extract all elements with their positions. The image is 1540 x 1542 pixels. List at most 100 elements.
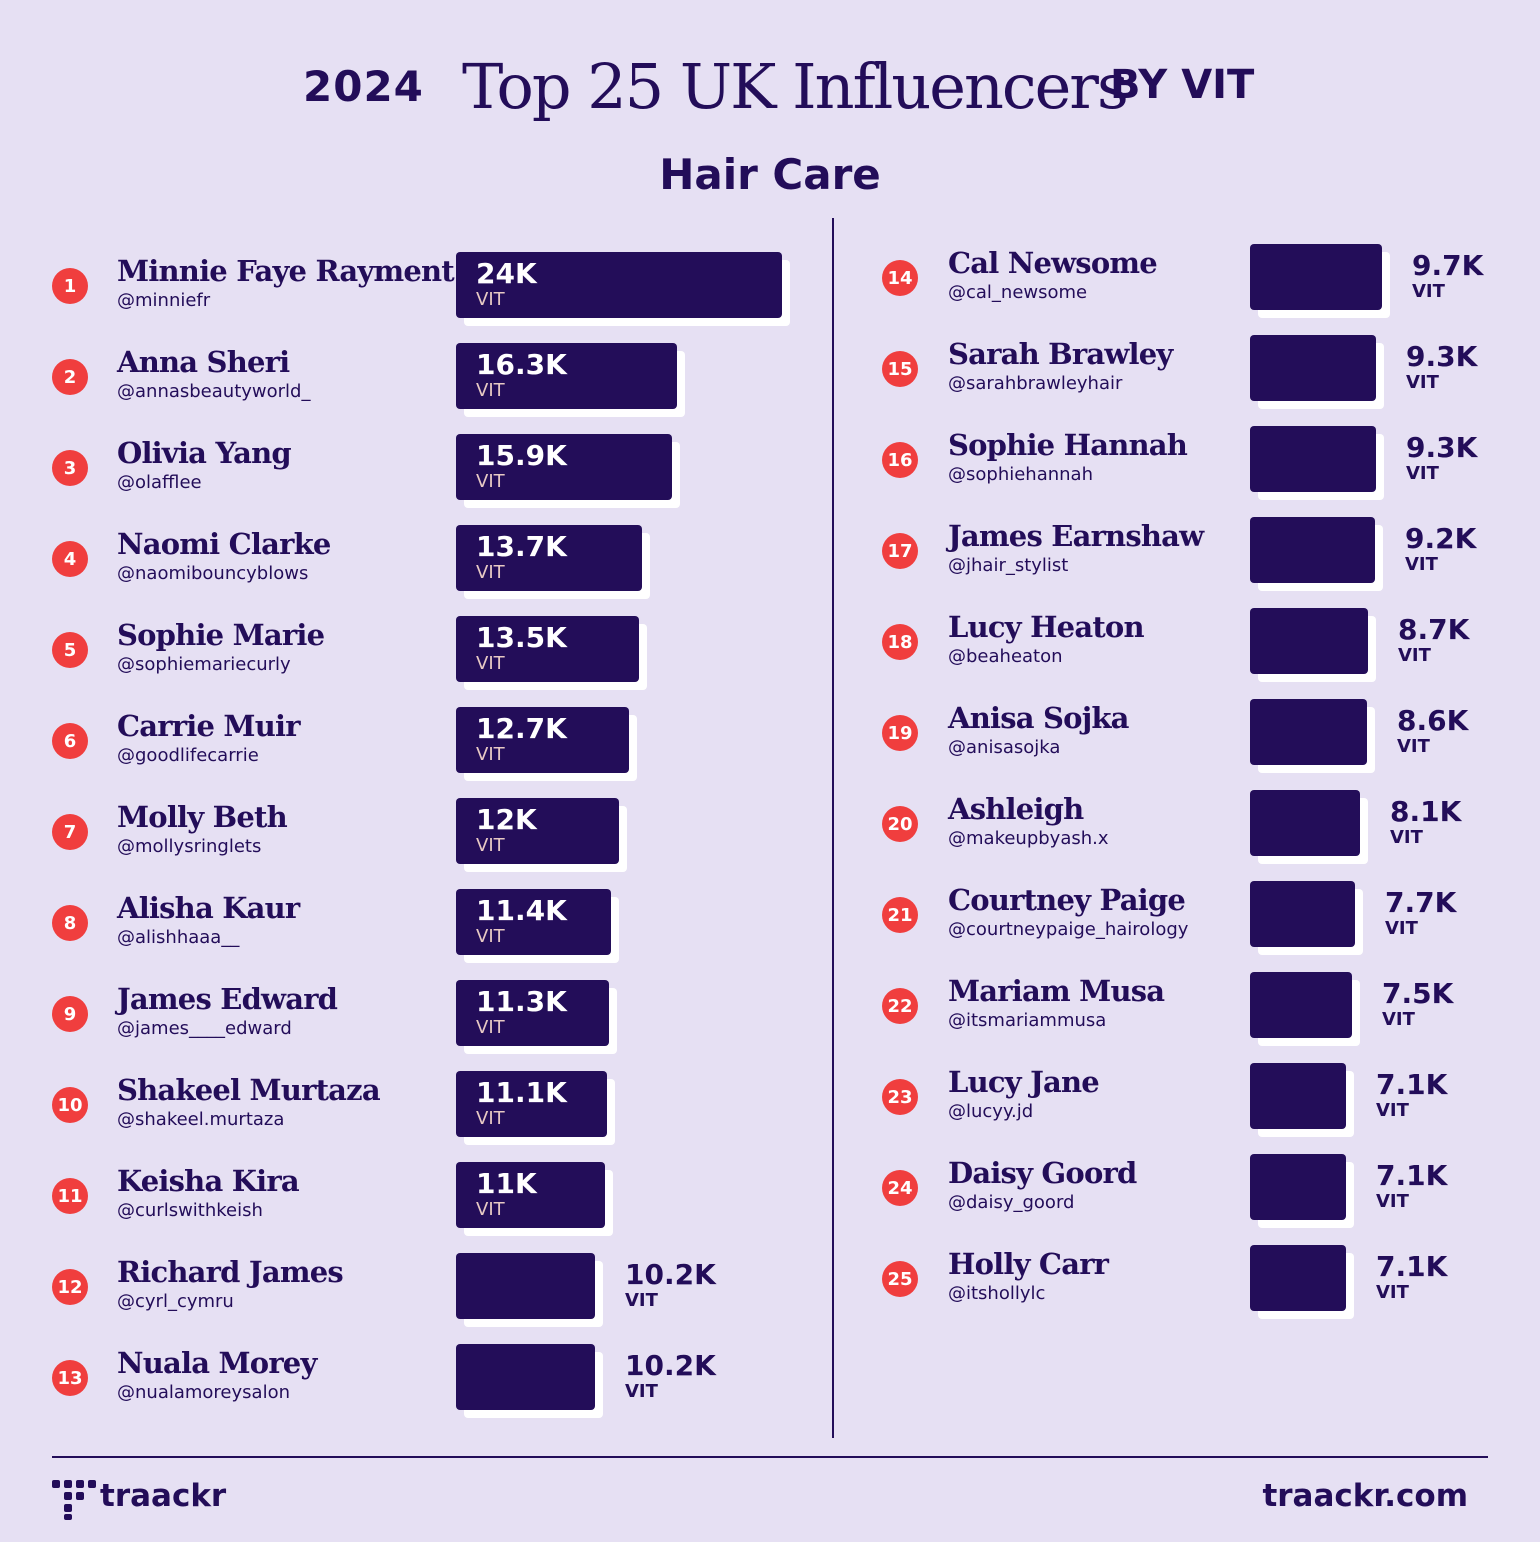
value-label: 24K bbox=[476, 257, 537, 290]
ranking-row: 7 Molly Beth @mollysringlets 12K VIT bbox=[0, 798, 1540, 878]
influencer-name: Naomi Clarke bbox=[117, 527, 331, 561]
unit-label: VIT bbox=[476, 289, 505, 310]
influencer-handle: @anisasojka bbox=[948, 737, 1061, 758]
influencer-name: Keisha Kira bbox=[117, 1164, 300, 1198]
rank-badge: 16 bbox=[882, 442, 918, 478]
influencer-handle: @curlswithkeish bbox=[117, 1200, 263, 1221]
influencer-name: Shakeel Murtaza bbox=[117, 1073, 381, 1107]
influencer-name: Sophie Hannah bbox=[948, 428, 1188, 462]
unit-label: VIT bbox=[476, 744, 505, 765]
value-label: 9.7K bbox=[1412, 249, 1484, 282]
rank-badge: 24 bbox=[882, 1170, 918, 1206]
influencer-name: Lucy Jane bbox=[948, 1065, 1100, 1099]
influencer-handle: @olafflee bbox=[117, 472, 202, 493]
rank-badge: 20 bbox=[882, 806, 918, 842]
ranking-row: 6 Carrie Muir @goodlifecarrie 12.7K VIT bbox=[0, 707, 1540, 787]
bar bbox=[1250, 972, 1352, 1038]
influencer-name: Anna Sheri bbox=[117, 345, 290, 379]
ranking-row: 17 James Earnshaw @jhair_stylist 9.2K VIT bbox=[0, 517, 1540, 597]
value-label: 11.1K bbox=[476, 1076, 567, 1109]
ranking-row: 25 Holly Carr @itshollylc 7.1K VIT bbox=[0, 1245, 1540, 1325]
influencer-handle: @cal_newsome bbox=[948, 282, 1088, 303]
bar bbox=[456, 525, 642, 591]
influencer-name: Sarah Brawley bbox=[948, 337, 1173, 371]
unit-label: VIT bbox=[476, 1108, 505, 1129]
ranking-row: 12 Richard James @cyrl_cymru 10.2K VIT bbox=[0, 1253, 1540, 1333]
rank-badge: 7 bbox=[52, 814, 88, 850]
header: 2024 Top 25 UK Influencers BY VIT Hair C… bbox=[0, 0, 1540, 220]
influencer-handle: @cyrl_cymru bbox=[117, 1291, 234, 1312]
bar bbox=[1250, 1154, 1346, 1220]
rank-badge: 17 bbox=[882, 533, 918, 569]
unit-label: VIT bbox=[476, 926, 505, 947]
column-divider bbox=[832, 218, 834, 1438]
chart-subtitle: Hair Care bbox=[659, 150, 881, 199]
rank-badge: 3 bbox=[52, 450, 88, 486]
rank-badge: 19 bbox=[882, 715, 918, 751]
rank-badge: 15 bbox=[882, 351, 918, 387]
unit-label: VIT bbox=[1406, 372, 1439, 393]
ranking-row: 11 Keisha Kira @curlswithkeish 11K VIT bbox=[0, 1162, 1540, 1242]
rank-badge: 14 bbox=[882, 260, 918, 296]
influencer-handle: @sarahbrawleyhair bbox=[948, 373, 1123, 394]
ranking-row: 5 Sophie Marie @sophiemariecurly 13.5K VIT bbox=[0, 616, 1540, 696]
influencer-handle: @itsmariammusa bbox=[948, 1010, 1107, 1031]
bar bbox=[1250, 608, 1368, 674]
ranking-row: 15 Sarah Brawley @sarahbrawleyhair 9.3K VIT bbox=[0, 335, 1540, 415]
value-label: 11K bbox=[476, 1167, 537, 1200]
rank-badge: 22 bbox=[882, 988, 918, 1024]
bar bbox=[456, 1162, 605, 1228]
rank-badge: 12 bbox=[52, 1269, 88, 1305]
value-label: 9.2K bbox=[1405, 522, 1477, 555]
value-label: 7.1K bbox=[1376, 1068, 1448, 1101]
ranking-row: 20 Ashleigh @makeupbyash.x 8.1K VIT bbox=[0, 790, 1540, 870]
bar bbox=[456, 707, 629, 773]
influencer-handle: @daisy_goord bbox=[948, 1192, 1075, 1213]
value-label: 13.7K bbox=[476, 530, 567, 563]
unit-label: VIT bbox=[1376, 1191, 1409, 1212]
value-label: 13.5K bbox=[476, 621, 567, 654]
unit-label: VIT bbox=[476, 1199, 505, 1220]
influencer-name: Carrie Muir bbox=[117, 709, 300, 743]
ranking-row: 14 Cal Newsome @cal_newsome 9.7K VIT bbox=[0, 244, 1540, 324]
unit-label: VIT bbox=[1390, 827, 1423, 848]
value-label: 7.1K bbox=[1376, 1250, 1448, 1283]
influencer-handle: @jhair_stylist bbox=[948, 555, 1069, 576]
unit-label: VIT bbox=[1376, 1282, 1409, 1303]
ranking-row: 16 Sophie Hannah @sophiehannah 9.3K VIT bbox=[0, 426, 1540, 506]
footer-rule bbox=[52, 1456, 1488, 1458]
influencer-name: Nuala Morey bbox=[117, 1346, 317, 1380]
influencer-handle: @naomibouncyblows bbox=[117, 563, 309, 584]
influencer-handle: @sophiehannah bbox=[948, 464, 1093, 485]
influencer-handle: @shakeel.murtaza bbox=[117, 1109, 285, 1130]
ranking-row: 24 Daisy Goord @daisy_goord 7.1K VIT bbox=[0, 1154, 1540, 1234]
unit-label: VIT bbox=[1385, 918, 1418, 939]
influencer-name: Richard James bbox=[117, 1255, 344, 1289]
ranking-row: 10 Shakeel Murtaza @shakeel.murtaza 11.1K VI… bbox=[0, 1071, 1540, 1151]
rank-badge: 1 bbox=[52, 268, 88, 304]
value-label: 15.9K bbox=[476, 439, 567, 472]
unit-label: VIT bbox=[1397, 736, 1430, 757]
traackr-logo: traackr bbox=[52, 1476, 252, 1520]
rank-badge: 18 bbox=[882, 624, 918, 660]
ranking-row: 22 Mariam Musa @itsmariammusa 7.5K VIT bbox=[0, 972, 1540, 1052]
bar bbox=[456, 1344, 595, 1410]
value-label: 10.2K bbox=[625, 1258, 716, 1291]
unit-label: VIT bbox=[625, 1290, 658, 1311]
unit-label: VIT bbox=[476, 653, 505, 674]
influencer-name: Alisha Kaur bbox=[117, 891, 300, 925]
value-label: 11.4K bbox=[476, 894, 567, 927]
value-label: 9.3K bbox=[1406, 340, 1478, 373]
unit-label: VIT bbox=[476, 1017, 505, 1038]
bar bbox=[456, 1071, 607, 1137]
influencer-handle: @makeupbyash.x bbox=[948, 828, 1109, 849]
influencer-handle: @james____edward bbox=[117, 1018, 292, 1039]
bar bbox=[456, 434, 672, 500]
influencer-name: Lucy Heaton bbox=[948, 610, 1145, 644]
value-label: 8.7K bbox=[1398, 613, 1470, 646]
influencer-name: Daisy Goord bbox=[948, 1156, 1137, 1190]
website-label: traackr.com bbox=[1262, 1478, 1468, 1514]
unit-label: VIT bbox=[1376, 1100, 1409, 1121]
unit-label: VIT bbox=[1398, 645, 1431, 666]
unit-label: VIT bbox=[1406, 463, 1439, 484]
